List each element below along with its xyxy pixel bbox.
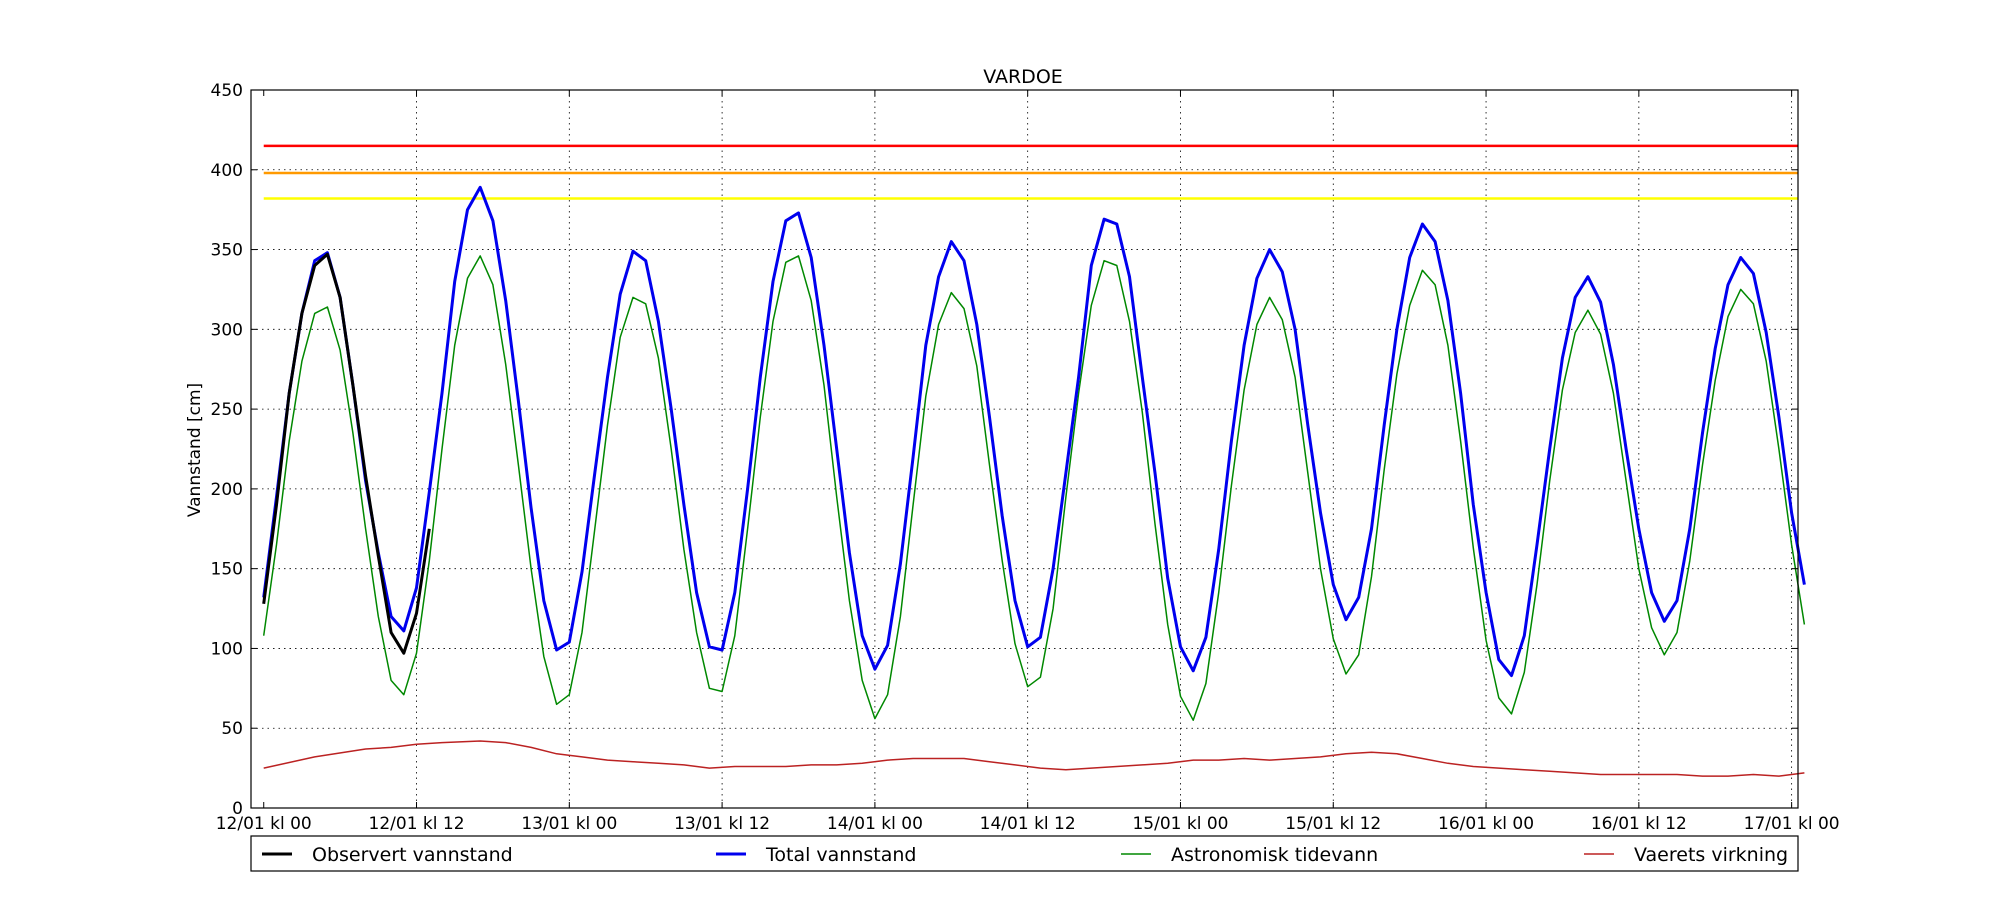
plot-frame [250,89,1799,809]
y-tick-label: 100 [211,639,243,659]
legend-label: Vaerets virkning [1634,844,1788,866]
threshold-lines [263,144,1798,200]
series-line-0 [262,252,431,655]
grid-lines [251,90,1798,808]
x-tick-label: 13/01 kl 00 [521,814,617,834]
series-line-3 [263,740,1805,777]
y-tick-label: 300 [211,320,243,340]
legend-label: Astronomisk tidevann [1171,844,1378,866]
y-tick-label: 450 [211,81,243,101]
legend-box [250,835,1799,872]
y-tick-label: 400 [211,161,243,181]
series-line-2 [262,255,1806,721]
series-lines [262,185,1806,777]
y-tick-label: 150 [211,560,243,580]
y-tick-label: 50 [221,719,243,739]
x-tick-label: 12/01 kl 12 [369,814,465,834]
x-tick-label: 14/01 kl 00 [827,814,923,834]
y-tick-label: 0 [232,799,243,819]
x-tick-label: 16/01 kl 12 [1591,814,1687,834]
series-line-1 [262,185,1806,678]
legend-label: Total vannstand [765,844,916,866]
x-tick-label: 14/01 kl 12 [980,814,1076,834]
y-tick-label: 250 [211,400,243,420]
x-tick-label: 12/01 kl 00 [216,814,312,834]
y-axis-ticks: 0 50 100 150 200 250 300 350 400 450 [211,81,1798,819]
x-tick-label: 15/01 kl 00 [1132,814,1228,834]
x-tick-label: 17/01 kl 00 [1744,814,1840,834]
legend-label: Observert vannstand [312,844,513,866]
x-tick-label: 13/01 kl 12 [674,814,770,834]
y-tick-label: 200 [211,480,243,500]
chart-title: VARDOE [983,66,1063,88]
x-axis-ticks: 12/01 kl 00 12/01 kl 12 13/01 kl 00 13/01 k… [216,90,1840,834]
y-axis-label: Vannstand [cm] [185,383,205,517]
x-tick-label: 16/01 kl 00 [1438,814,1534,834]
x-tick-label: 15/01 kl 12 [1285,814,1381,834]
y-tick-label: 350 [211,241,243,261]
legend: Observert vannstand Total vannstand Astron… [250,835,1799,872]
